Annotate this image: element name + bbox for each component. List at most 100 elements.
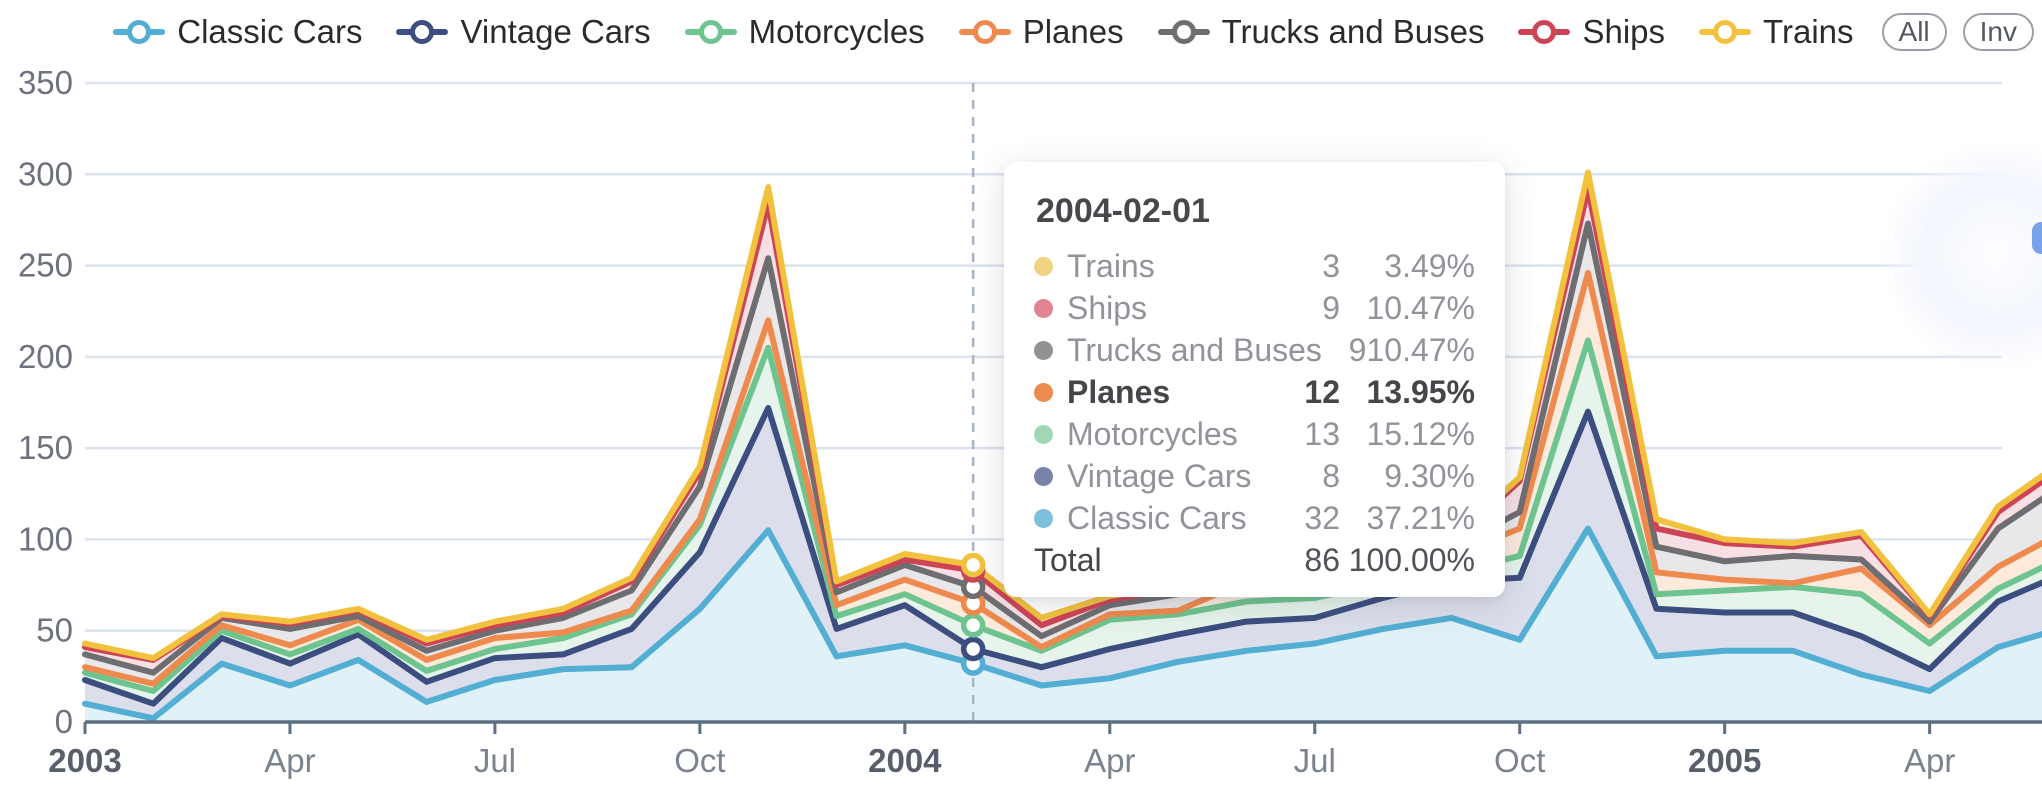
tooltip-series-value: 12	[1304, 373, 1340, 410]
tooltip-series-name: Motorcycles	[1067, 415, 1238, 452]
line-trains	[82, 169, 2042, 662]
hover-marker-trains	[960, 552, 986, 578]
y-axis-label: 100	[18, 520, 73, 557]
legend-item-trucks-and-buses[interactable]: Trucks and Buses	[1157, 13, 1485, 51]
tooltip-series-value: 9	[1322, 289, 1340, 326]
hover-marker-motorcycles	[960, 612, 986, 638]
chart-tooltip: 2004-02-01 Trains 3 3.49% Ships 9 10.47% Trucks…	[1004, 162, 1505, 597]
legend-label: Classic Cars	[177, 13, 363, 50]
x-axis-label: Jul	[474, 742, 516, 779]
tooltip-row-motorcycles: Motorcycles 13 15.12%	[1034, 413, 1475, 455]
tooltip-series-percent: 10.47%	[1366, 331, 1475, 368]
tooltip-series-value: 8	[1322, 457, 1340, 494]
line-classic-cars	[82, 525, 2042, 722]
tooltip-series-percent: 15.12%	[1366, 415, 1475, 452]
legend-label: Ships	[1582, 13, 1666, 50]
x-axis-label: Apr	[1904, 742, 1955, 779]
hover-marker-vintage-cars	[960, 636, 986, 662]
x-axis-label: Oct	[1494, 742, 1545, 779]
tooltip-series-value: 9	[1348, 331, 1367, 368]
tooltip-series-name: Vintage Cars	[1067, 457, 1252, 494]
legend-item-vintage-cars[interactable]: Vintage Cars	[396, 13, 651, 51]
tooltip-series-percent: 9.30%	[1384, 457, 1475, 494]
tooltip-series-percent: 3.49%	[1384, 247, 1475, 284]
legend-label: Planes	[1022, 13, 1124, 50]
tooltip-row-vintage-cars: Vintage Cars 8 9.30%	[1034, 455, 1475, 497]
x-axis-label: Jul	[1294, 742, 1336, 779]
tooltip-row-trucks-and-buses: Trucks and Buses 9 10.47%	[1034, 329, 1475, 371]
legend: Classic Cars Vintage Cars Motorcycles Plane…	[0, 10, 2042, 54]
series-dot-icon	[1034, 424, 1053, 444]
area-classic-cars	[85, 528, 2042, 722]
x-axis-label: Oct	[674, 742, 725, 779]
tooltip-series-name: Trucks and Buses	[1067, 331, 1322, 368]
legend-item-trains[interactable]: Trains	[1699, 13, 1854, 51]
series-dot-icon	[1034, 256, 1053, 276]
tooltip-series-percent: 13.95%	[1366, 373, 1475, 410]
y-axis-label: 50	[36, 612, 73, 649]
line-vintage-cars	[82, 405, 2042, 707]
tooltip-row-classic-cars: Classic Cars 32 37.21%	[1034, 497, 1475, 539]
tooltip-total-value: 86	[1304, 541, 1340, 578]
legend-line-ring-icon	[1518, 20, 1571, 44]
line-motorcycles	[82, 337, 2042, 694]
line-ships	[82, 185, 2042, 663]
tooltip-row-ships: Ships 9 10.47%	[1034, 287, 1475, 329]
series-dot-icon	[1034, 466, 1053, 486]
tooltip-series-percent: 10.47%	[1366, 289, 1475, 326]
x-axis-label: 2003	[48, 742, 121, 779]
y-axis-label: 150	[18, 429, 73, 466]
line-trucks-and-buses	[82, 220, 2042, 676]
tooltip-series-value: 13	[1304, 415, 1340, 452]
legend-item-classic-cars[interactable]: Classic Cars	[113, 13, 362, 51]
y-axis-label: 0	[55, 703, 73, 740]
hover-markers	[960, 552, 986, 676]
legend-line-ring-icon	[1157, 20, 1210, 44]
x-axis-label: Apr	[264, 742, 315, 779]
clipped-floating-button[interactable]	[2032, 222, 2042, 254]
tooltip-series-value: 32	[1304, 499, 1340, 536]
legend-item-planes[interactable]: Planes	[958, 13, 1124, 51]
tooltip-series-name: Classic Cars	[1067, 499, 1247, 536]
series-lines	[82, 169, 2042, 722]
legend-label: Vintage Cars	[460, 13, 651, 50]
tooltip-series-name: Ships	[1067, 289, 1148, 326]
x-axis-label: 2004	[868, 742, 942, 779]
series-dot-icon	[1034, 340, 1053, 360]
area-trucks-and-buses	[85, 223, 2042, 684]
tooltip-series-name: Trains	[1067, 247, 1155, 284]
y-axis-label: 200	[18, 338, 73, 375]
y-axis-label: 250	[18, 247, 73, 284]
tooltip-row-trains: Trains 3 3.49%	[1034, 245, 1475, 287]
all-button[interactable]: All	[1881, 13, 1947, 51]
tooltip-series-name: Planes	[1067, 373, 1171, 410]
tooltip-total-label: Total	[1034, 541, 1102, 578]
legend-label: Trains	[1763, 13, 1854, 50]
legend-line-ring-icon	[113, 20, 166, 44]
legend-item-ships[interactable]: Ships	[1518, 13, 1665, 51]
tooltip-series-percent: 37.21%	[1366, 499, 1475, 536]
legend-item-motorcycles[interactable]: Motorcycles	[684, 13, 925, 51]
x-axis-label: Apr	[1084, 742, 1135, 779]
legend-label: Motorcycles	[748, 13, 925, 50]
legend-line-ring-icon	[1699, 20, 1752, 44]
tooltip-row-planes: Planes 12 13.95%	[1034, 371, 1475, 413]
tooltip-date: 2004-02-01	[1036, 192, 1210, 230]
tooltip-row-total: Total 86 100.00%	[1034, 539, 1475, 581]
tooltip-series-value: 3	[1322, 247, 1340, 284]
x-axis: 2003 Apr Jul Oct 2004 Apr Jul Oct 2005 Apr	[48, 720, 2042, 779]
legend-line-ring-icon	[396, 20, 449, 44]
series-dot-icon	[1034, 508, 1053, 528]
legend-line-ring-icon	[684, 20, 737, 44]
tooltip-total-percent: 100.00%	[1348, 541, 1475, 578]
y-axis-label: 350	[18, 64, 73, 101]
legend-line-ring-icon	[958, 20, 1011, 44]
legend-label: Trucks and Buses	[1221, 13, 1485, 50]
line-planes	[82, 269, 2042, 687]
series-dot-icon	[1034, 382, 1053, 402]
inv-button[interactable]: Inv	[1962, 13, 2034, 51]
y-axis-label: 300	[18, 155, 73, 192]
x-axis-label: 2005	[1688, 742, 1761, 779]
series-dot-icon	[1034, 298, 1053, 318]
